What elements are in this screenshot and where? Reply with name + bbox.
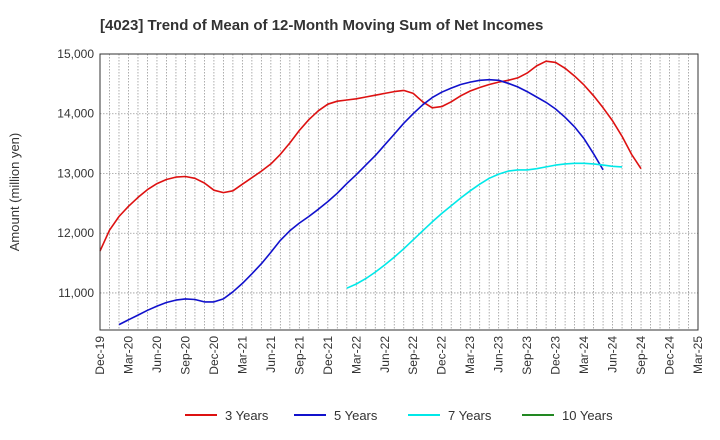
x-tick-label: Mar-22 bbox=[349, 336, 363, 374]
x-tick-label: Jun-23 bbox=[492, 336, 506, 373]
y-axis-label: Amount (million yen) bbox=[7, 133, 22, 252]
plot-border bbox=[99, 53, 699, 331]
series-line-5-years bbox=[118, 78, 604, 326]
x-tick-label: Sep-22 bbox=[406, 336, 420, 375]
chart-title: [4023] Trend of Mean of 12-Month Moving … bbox=[100, 17, 543, 34]
series-line-7-years bbox=[346, 162, 623, 289]
x-tick-label: Dec-22 bbox=[435, 336, 449, 375]
x-tick-label: Mar-20 bbox=[121, 336, 135, 374]
x-tick-label: Jun-21 bbox=[264, 336, 278, 373]
x-tick-label: Sep-21 bbox=[292, 336, 306, 375]
legend-label: 7 Years bbox=[448, 408, 492, 423]
legend-label: 3 Years bbox=[225, 408, 269, 423]
y-tick-label: 14,000 bbox=[57, 107, 94, 121]
legend: 3 Years 5 Years 7 Years 10 Years bbox=[185, 408, 613, 423]
y-tick-label: 12,000 bbox=[57, 226, 94, 240]
x-tick-label: Jun-22 bbox=[378, 336, 392, 373]
x-tick-label: Dec-21 bbox=[321, 336, 335, 375]
x-tick-label: Sep-23 bbox=[520, 336, 534, 375]
plot-area bbox=[100, 54, 698, 330]
legend-item: 5 Years bbox=[294, 408, 378, 423]
series-line-3-years bbox=[99, 60, 642, 252]
grid-lines bbox=[100, 53, 698, 330]
x-tick-label: Mar-25 bbox=[691, 336, 705, 374]
x-tick-label: Mar-21 bbox=[235, 336, 249, 374]
legend-item: 7 Years bbox=[408, 408, 492, 423]
x-tick-label: Mar-23 bbox=[463, 336, 477, 374]
x-tick-label: Sep-24 bbox=[634, 336, 648, 375]
legend-label: 5 Years bbox=[334, 408, 378, 423]
x-tick-label: Dec-24 bbox=[663, 336, 677, 375]
x-tick-label: Jun-20 bbox=[150, 336, 164, 373]
y-tick-label: 15,000 bbox=[57, 47, 94, 61]
x-tick-label: Sep-20 bbox=[178, 336, 192, 375]
x-tick-label: Mar-24 bbox=[577, 336, 591, 374]
legend-label: 10 Years bbox=[562, 408, 613, 423]
x-axis-ticks: Dec-19 Mar-20 Jun-20 Sep-20 Dec-20 Mar-21 Jun-… bbox=[93, 336, 705, 375]
y-tick-label: 11,000 bbox=[58, 286, 94, 300]
x-tick-label: Dec-19 bbox=[93, 336, 107, 375]
x-tick-label: Dec-23 bbox=[549, 336, 563, 375]
x-tick-label: Jun-24 bbox=[606, 336, 620, 373]
y-tick-label: 13,000 bbox=[57, 166, 94, 180]
series-lines bbox=[99, 60, 642, 326]
legend-item: 3 Years bbox=[185, 408, 269, 423]
x-tick-label: Dec-20 bbox=[207, 336, 221, 375]
legend-item: 10 Years bbox=[522, 408, 613, 423]
y-axis-ticks: 11,000 12,000 13,000 14,000 15,000 bbox=[57, 47, 94, 300]
